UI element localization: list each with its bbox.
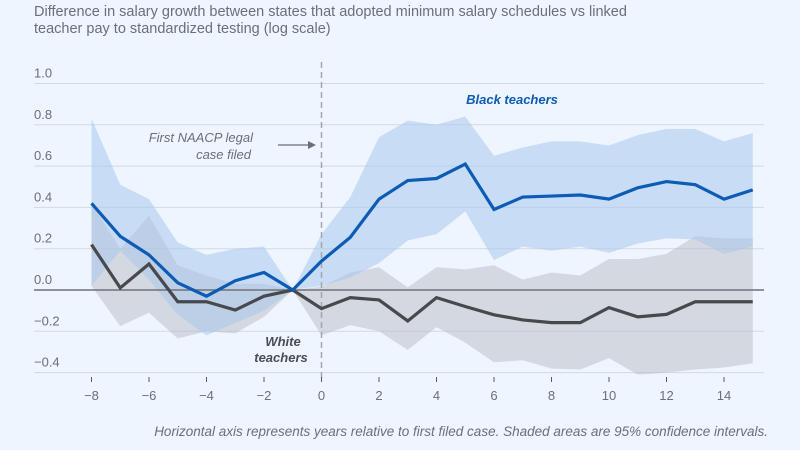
x-tick-label: 10: [602, 388, 616, 403]
x-tick-label: −6: [142, 388, 157, 403]
x-tick-label: −8: [84, 388, 99, 403]
x-tick-label: 8: [548, 388, 555, 403]
y-tick-label: 0.4: [34, 189, 52, 204]
y-tick-label: 0.8: [34, 107, 52, 122]
label-black-teachers: Black teachers: [466, 92, 558, 107]
y-tick-label: 1.0: [34, 66, 52, 81]
y-tick-label: 0.0: [34, 272, 52, 287]
label-white-teachers-line2: teachers: [254, 350, 307, 365]
y-tick-label: 0.2: [34, 231, 52, 246]
series-line-white-teachers: [90, 243, 753, 325]
arrow-icon: [278, 141, 316, 149]
y-tick-label: −0.4: [34, 355, 60, 370]
series-line-black-teachers: [90, 161, 754, 298]
series-lines: [90, 161, 754, 325]
confidence-band-black-teachers: [91, 116, 753, 336]
y-tick-label: 0.6: [34, 148, 52, 163]
x-tick-label: 4: [433, 388, 440, 403]
x-axis: −8 −6 −4 −2 0 2 4 6 8 10 12 14: [84, 377, 731, 403]
x-tick-label: −4: [199, 388, 214, 403]
confidence-band-white-teachers: [91, 203, 753, 375]
x-tick-label: 14: [717, 388, 731, 403]
x-tick-label: 2: [375, 388, 382, 403]
annotation-event-line1: First NAACP legal: [149, 130, 254, 145]
annotation-event-line2: case filed: [196, 147, 252, 162]
x-tick-label: −2: [257, 388, 272, 403]
x-tick-label: 0: [318, 388, 325, 403]
y-tick-label: −0.2: [34, 313, 60, 328]
x-tick-label: 6: [490, 388, 497, 403]
chart-subtitle: Difference in salary growth between stat…: [34, 4, 627, 37]
x-tick-label: 12: [659, 388, 673, 403]
footnote: Horizontal axis represents years relativ…: [154, 424, 768, 439]
label-white-teachers-line1: White: [265, 334, 300, 349]
confidence-bands: [91, 116, 753, 375]
y-axis: 1.0 0.8 0.6 0.4 0.2 0.0 −0.2 −0.4: [34, 66, 60, 370]
